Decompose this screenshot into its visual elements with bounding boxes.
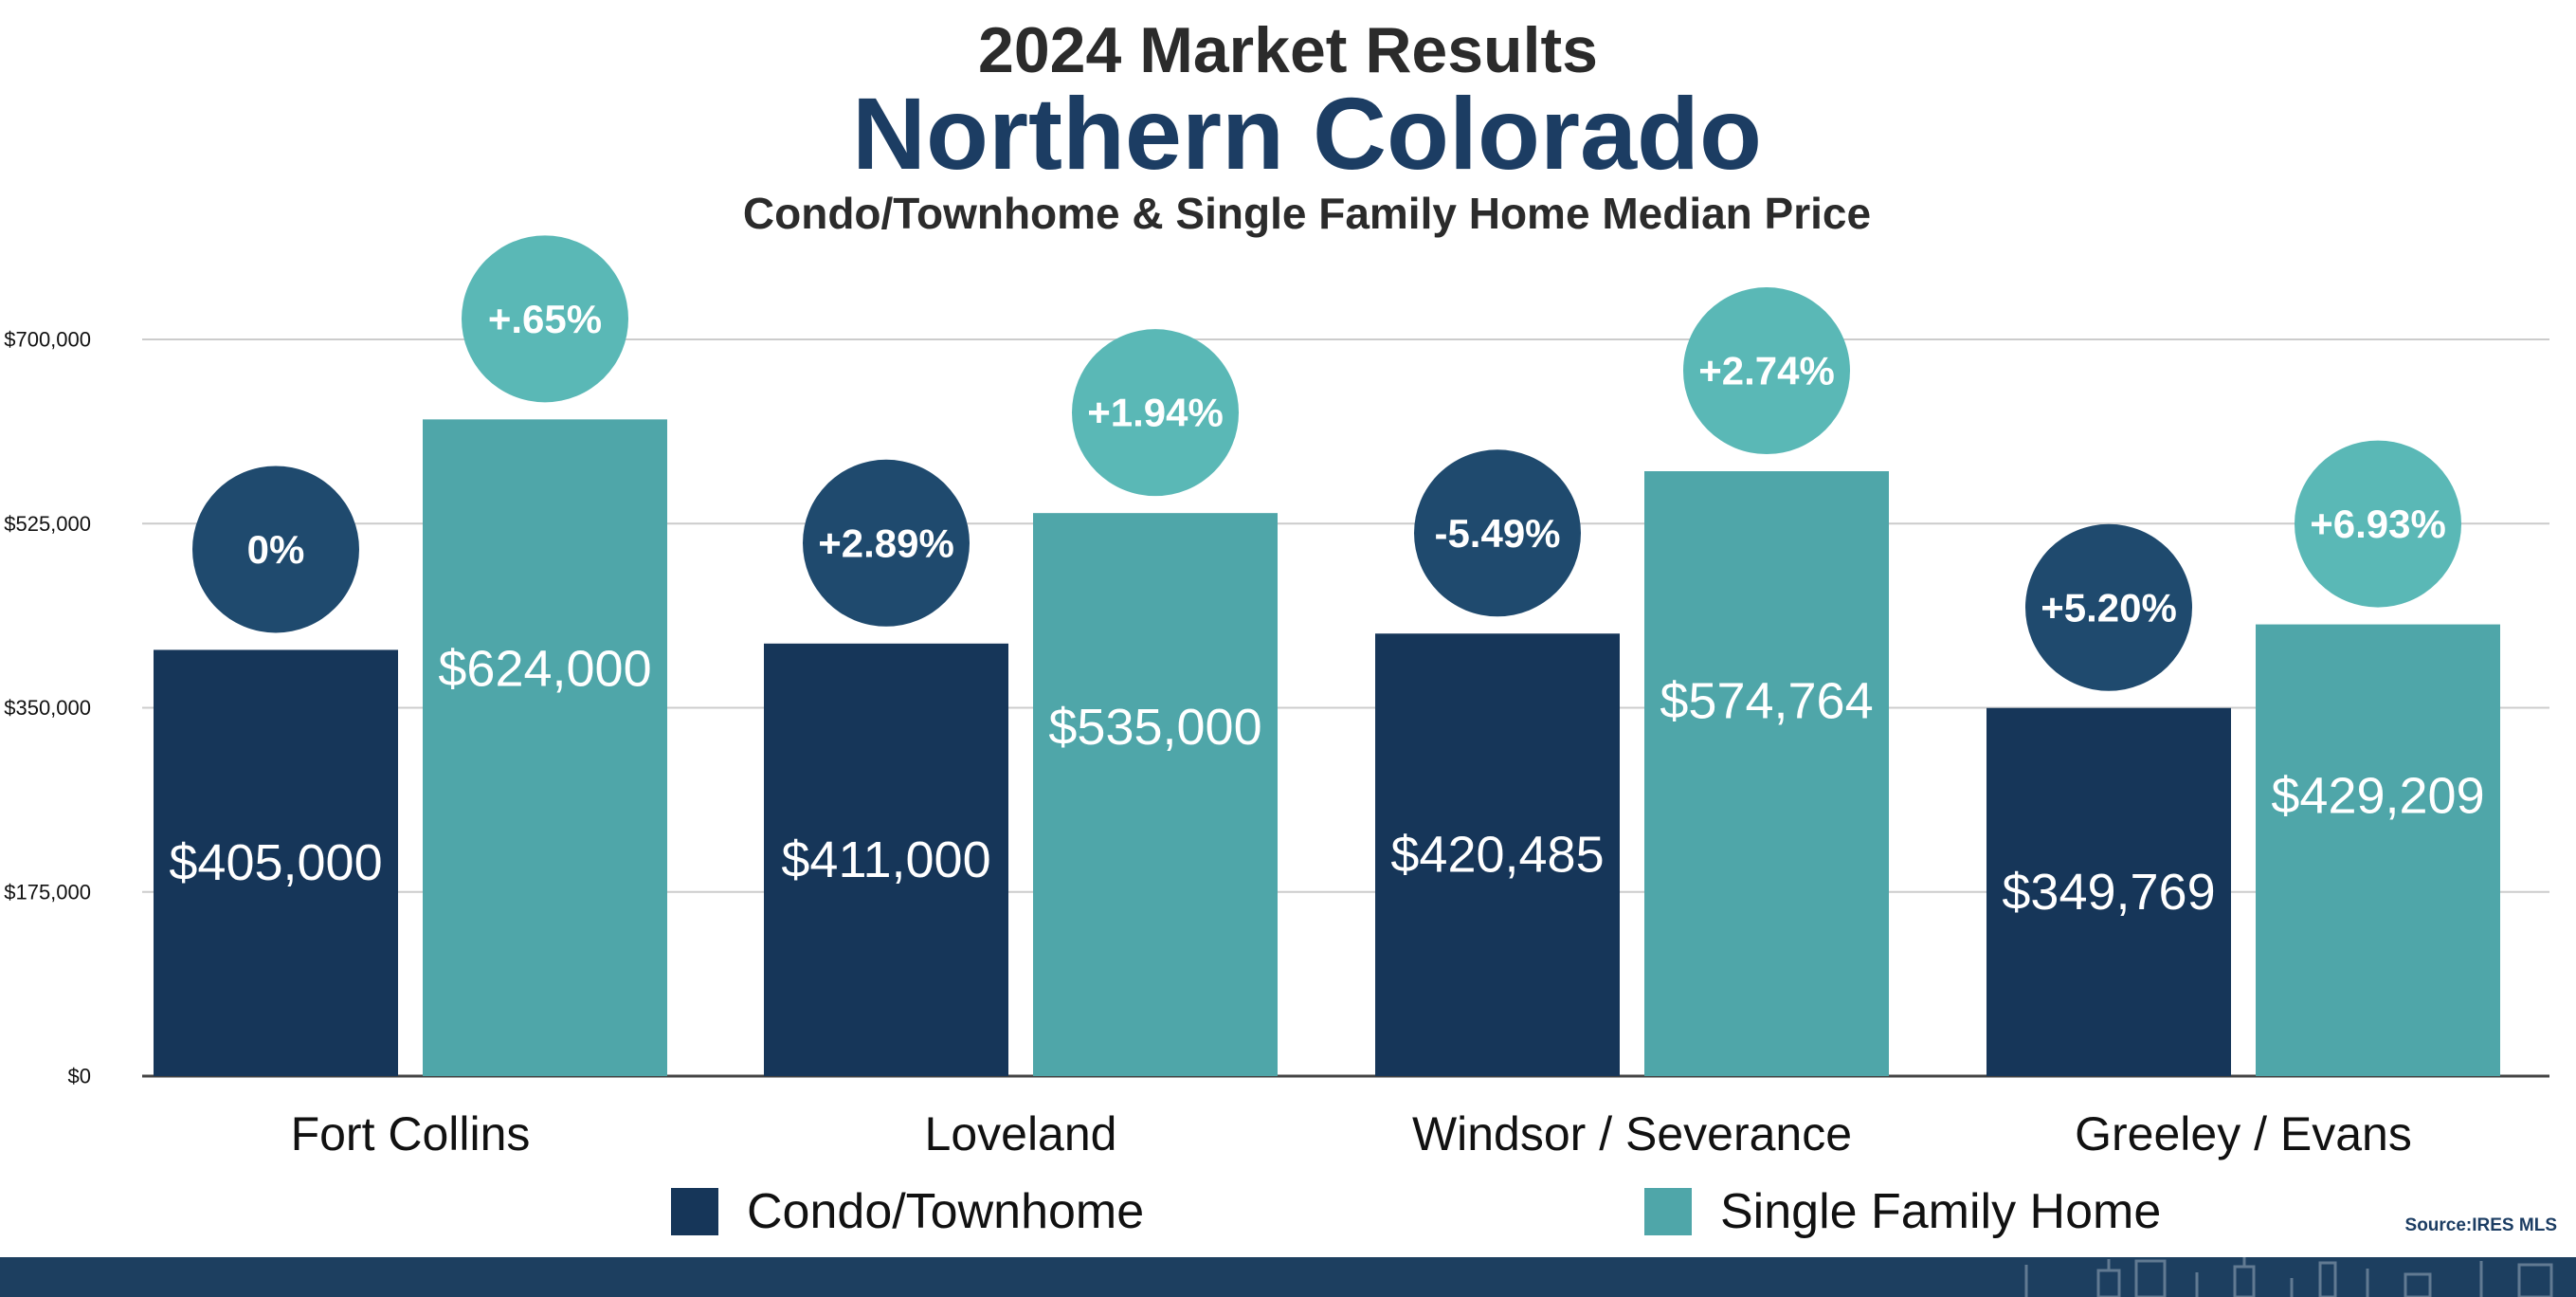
change-label: +2.74% <box>1698 349 1835 393</box>
change-badge <box>1072 329 1239 497</box>
bar <box>423 419 667 1076</box>
chart-plot: $0 $175,000 $350,000 $525,000 $700,000 $405,0… <box>4 235 2549 1160</box>
change-label: +5.20% <box>2041 585 2177 630</box>
legend-label-condo: Condo/Townhome <box>747 1184 1145 1239</box>
candlestick-decoration-icon <box>2024 1257 2553 1297</box>
chart-title-year: 2024 Market Results <box>978 14 1598 86</box>
x-tick-label: Loveland <box>925 1107 1117 1160</box>
bar-value-label: $405,000 <box>169 834 382 891</box>
bar <box>154 649 398 1076</box>
footer-band <box>0 1257 2576 1297</box>
y-tick-label: $525,000 <box>4 512 91 536</box>
change-badge <box>1683 287 1850 455</box>
change-badge <box>2025 523 2192 691</box>
bar <box>1033 513 1278 1076</box>
y-tick-label: $0 <box>68 1065 91 1088</box>
change-badge <box>803 459 970 627</box>
bar-value-label: $420,485 <box>1390 827 1604 884</box>
bar-value-label: $624,000 <box>438 641 651 698</box>
legend-item-condo: Condo/Townhome <box>671 1183 1144 1240</box>
change-label: +6.93% <box>2310 502 2446 546</box>
change-badge <box>1414 449 1581 617</box>
legend-label-single-family: Single Family Home <box>1720 1184 2162 1239</box>
change-label: +1.94% <box>1087 391 1224 435</box>
bar <box>1986 707 2231 1076</box>
legend-item-single-family: Single Family Home <box>1644 1183 2161 1240</box>
x-tick-label: Greeley / Evans <box>2075 1107 2412 1160</box>
legend-swatch-single-family <box>1644 1188 1692 1235</box>
change-label: +2.89% <box>818 521 954 565</box>
change-label: 0% <box>247 527 305 572</box>
source-note: Source:IRES MLS <box>2404 1215 2557 1235</box>
change-label: -5.49% <box>1434 511 1560 556</box>
bar-value-label: $411,000 <box>781 831 990 888</box>
bar-value-label: $349,769 <box>2002 864 2215 921</box>
change-label: +.65% <box>488 297 602 341</box>
chart-subtitle: Condo/Townhome & Single Family Home Medi… <box>742 189 1872 238</box>
bar-value-label: $535,000 <box>1048 699 1261 756</box>
bar <box>2256 624 2500 1076</box>
bar-value-label: $429,209 <box>2271 768 2484 825</box>
change-badge <box>192 466 359 633</box>
bar <box>1375 633 1620 1076</box>
bar <box>1644 471 1889 1076</box>
x-tick-label: Windsor / Severance <box>1412 1107 1852 1160</box>
chart-title-region: Northern Colorado <box>852 76 1762 191</box>
y-tick-label: $350,000 <box>4 696 91 720</box>
bar-value-label: $574,764 <box>1660 672 1873 729</box>
x-tick-label: Fort Collins <box>291 1107 531 1160</box>
bar <box>764 643 1008 1076</box>
change-badge <box>462 235 628 403</box>
legend-swatch-condo <box>671 1188 718 1235</box>
y-tick-label: $175,000 <box>4 880 91 904</box>
y-tick-label: $700,000 <box>4 328 91 352</box>
change-badge <box>2295 440 2461 608</box>
